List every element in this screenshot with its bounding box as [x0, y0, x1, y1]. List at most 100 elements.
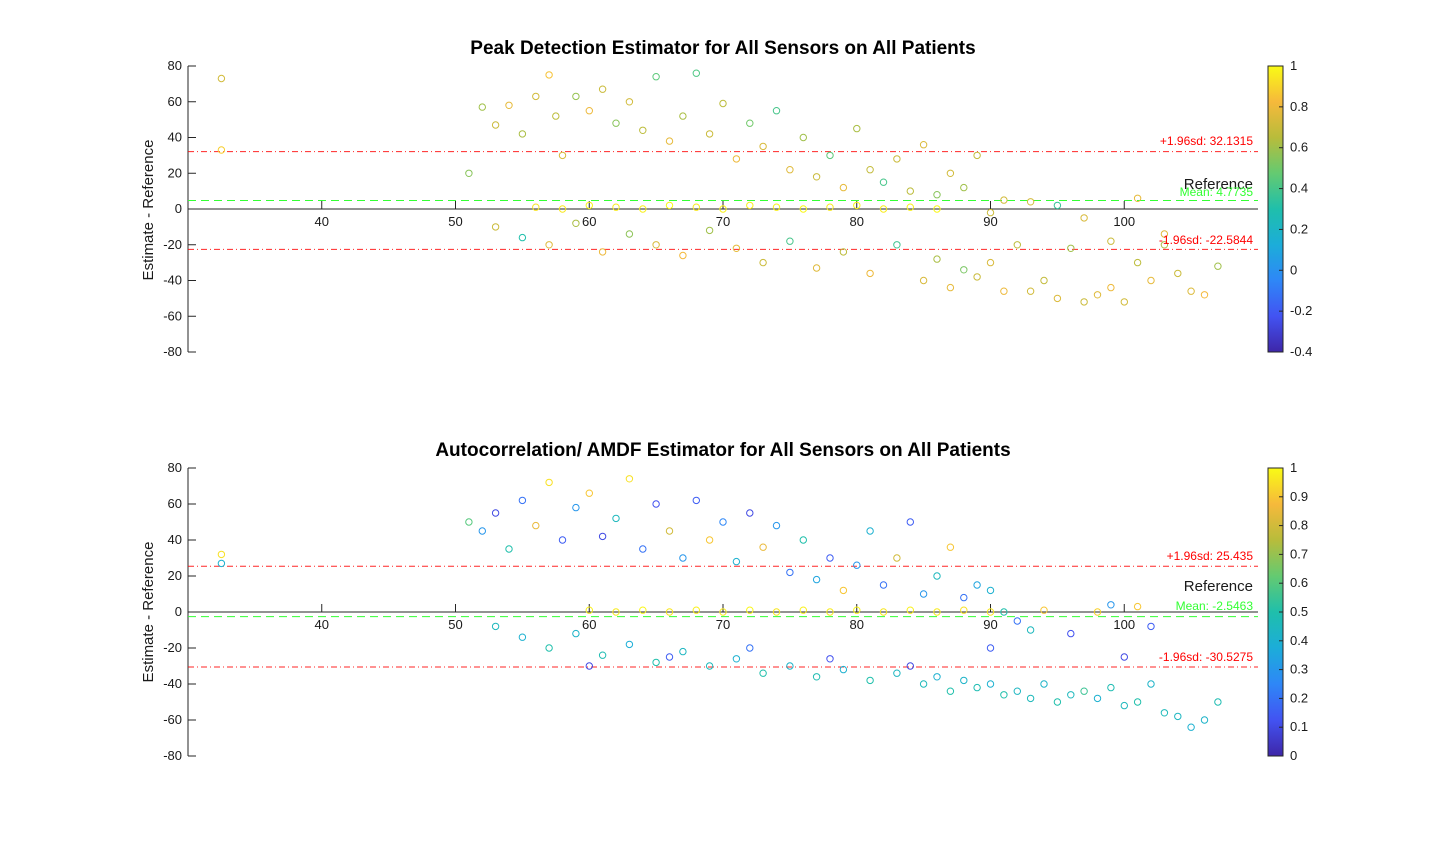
y-tick-label: -80 — [163, 748, 182, 763]
chart-title: Autocorrelation/ AMDF Estimator for All … — [435, 440, 1010, 461]
data-point — [906, 662, 914, 670]
colorbar-tick-label: 0.1 — [1290, 719, 1308, 734]
data-point — [558, 205, 567, 213]
data-point — [558, 536, 567, 544]
data-point — [665, 527, 674, 535]
data-point — [1160, 241, 1169, 249]
data-point — [1067, 244, 1075, 253]
data-point — [692, 496, 700, 505]
data-point — [1107, 601, 1115, 609]
data-point — [1107, 283, 1115, 292]
data-point — [746, 201, 754, 210]
chart-panel-peak-detection: Peak Detection Estimator for All Sensors… — [140, 38, 1312, 359]
colorbar-tick-label: 0.3 — [1290, 662, 1308, 677]
data-point — [812, 173, 821, 181]
data-point — [652, 658, 660, 667]
y-tick-label: -20 — [163, 237, 182, 252]
scatter-points — [217, 69, 1222, 306]
data-point — [625, 98, 634, 106]
colorbar-tick-label: 0.8 — [1290, 518, 1308, 533]
data-point — [692, 606, 700, 614]
data-point — [1000, 287, 1008, 295]
data-point — [826, 203, 834, 211]
data-point — [1147, 276, 1155, 285]
data-point — [1040, 680, 1048, 688]
data-point — [1107, 237, 1115, 245]
data-point — [1160, 230, 1169, 238]
y-tick-label: 40 — [168, 130, 182, 145]
data-point — [986, 680, 995, 688]
data-point — [558, 151, 567, 160]
data-point — [217, 74, 226, 83]
data-point — [812, 673, 821, 681]
data-point — [826, 554, 834, 562]
data-point — [705, 226, 714, 235]
data-point — [1080, 687, 1088, 695]
data-point — [853, 201, 861, 210]
data-point — [1120, 701, 1129, 710]
colorbar-tick-label: 0.8 — [1290, 99, 1308, 114]
data-point — [585, 662, 593, 670]
data-point — [799, 606, 807, 614]
data-point — [746, 606, 754, 614]
data-point — [1080, 298, 1088, 306]
data-point — [746, 119, 754, 127]
x-tick-label: 80 — [850, 617, 864, 632]
data-point — [986, 644, 995, 652]
data-point — [973, 683, 981, 692]
x-tick-label: 90 — [983, 214, 997, 229]
data-point — [625, 640, 634, 649]
y-tick-label: 40 — [168, 532, 182, 547]
colorbar-tick-label: 0.9 — [1290, 489, 1308, 504]
data-point — [1120, 298, 1129, 306]
data-point — [893, 554, 901, 562]
data-point — [746, 644, 754, 652]
data-point — [1040, 606, 1048, 614]
data-point — [906, 518, 914, 526]
data-point — [1000, 196, 1008, 204]
data-point — [1053, 698, 1062, 706]
data-point — [639, 126, 647, 135]
data-point — [946, 283, 955, 292]
data-point — [585, 201, 593, 210]
data-point — [1053, 294, 1062, 303]
data-point — [960, 606, 968, 614]
data-point — [732, 244, 741, 253]
chart-panel-autocorrelation: Autocorrelation/ AMDF Estimator for All … — [140, 440, 1308, 763]
data-point — [946, 169, 955, 178]
data-point — [866, 166, 874, 174]
data-point — [612, 119, 620, 127]
data-point — [572, 629, 580, 638]
data-point — [812, 264, 821, 272]
data-point — [839, 183, 848, 192]
data-point — [973, 581, 981, 589]
y-tick-label: 80 — [168, 460, 182, 475]
data-point — [1214, 698, 1222, 706]
y-tick-label: -60 — [163, 308, 182, 323]
y-tick-label: -60 — [163, 712, 182, 727]
x-tick-label: 60 — [582, 214, 596, 229]
y-tick-label: 20 — [168, 165, 182, 180]
data-point — [679, 554, 687, 562]
data-point — [772, 608, 781, 616]
data-point — [866, 527, 874, 535]
mean-label: Mean: 4.7735 — [1180, 185, 1254, 199]
colorbar-tick-label: 1 — [1290, 58, 1297, 73]
data-point — [625, 475, 634, 483]
colorbar-tick-label: 0.4 — [1290, 633, 1308, 648]
data-point — [552, 112, 560, 120]
data-point — [518, 130, 527, 138]
data-point — [679, 112, 687, 120]
data-point — [585, 606, 593, 614]
data-point — [933, 673, 941, 681]
data-point — [518, 496, 527, 505]
data-point — [478, 103, 486, 111]
data-point — [1000, 608, 1008, 616]
scatter-points — [217, 475, 1222, 731]
data-point — [1147, 680, 1155, 688]
reference-lines — [188, 565, 1258, 668]
colorbar: -0.4 -0.2 0 0.2 0.4 0.6 0.8 1 — [1267, 58, 1312, 359]
data-point — [960, 183, 968, 192]
data-point — [786, 237, 794, 245]
reference-lines — [188, 151, 1258, 250]
